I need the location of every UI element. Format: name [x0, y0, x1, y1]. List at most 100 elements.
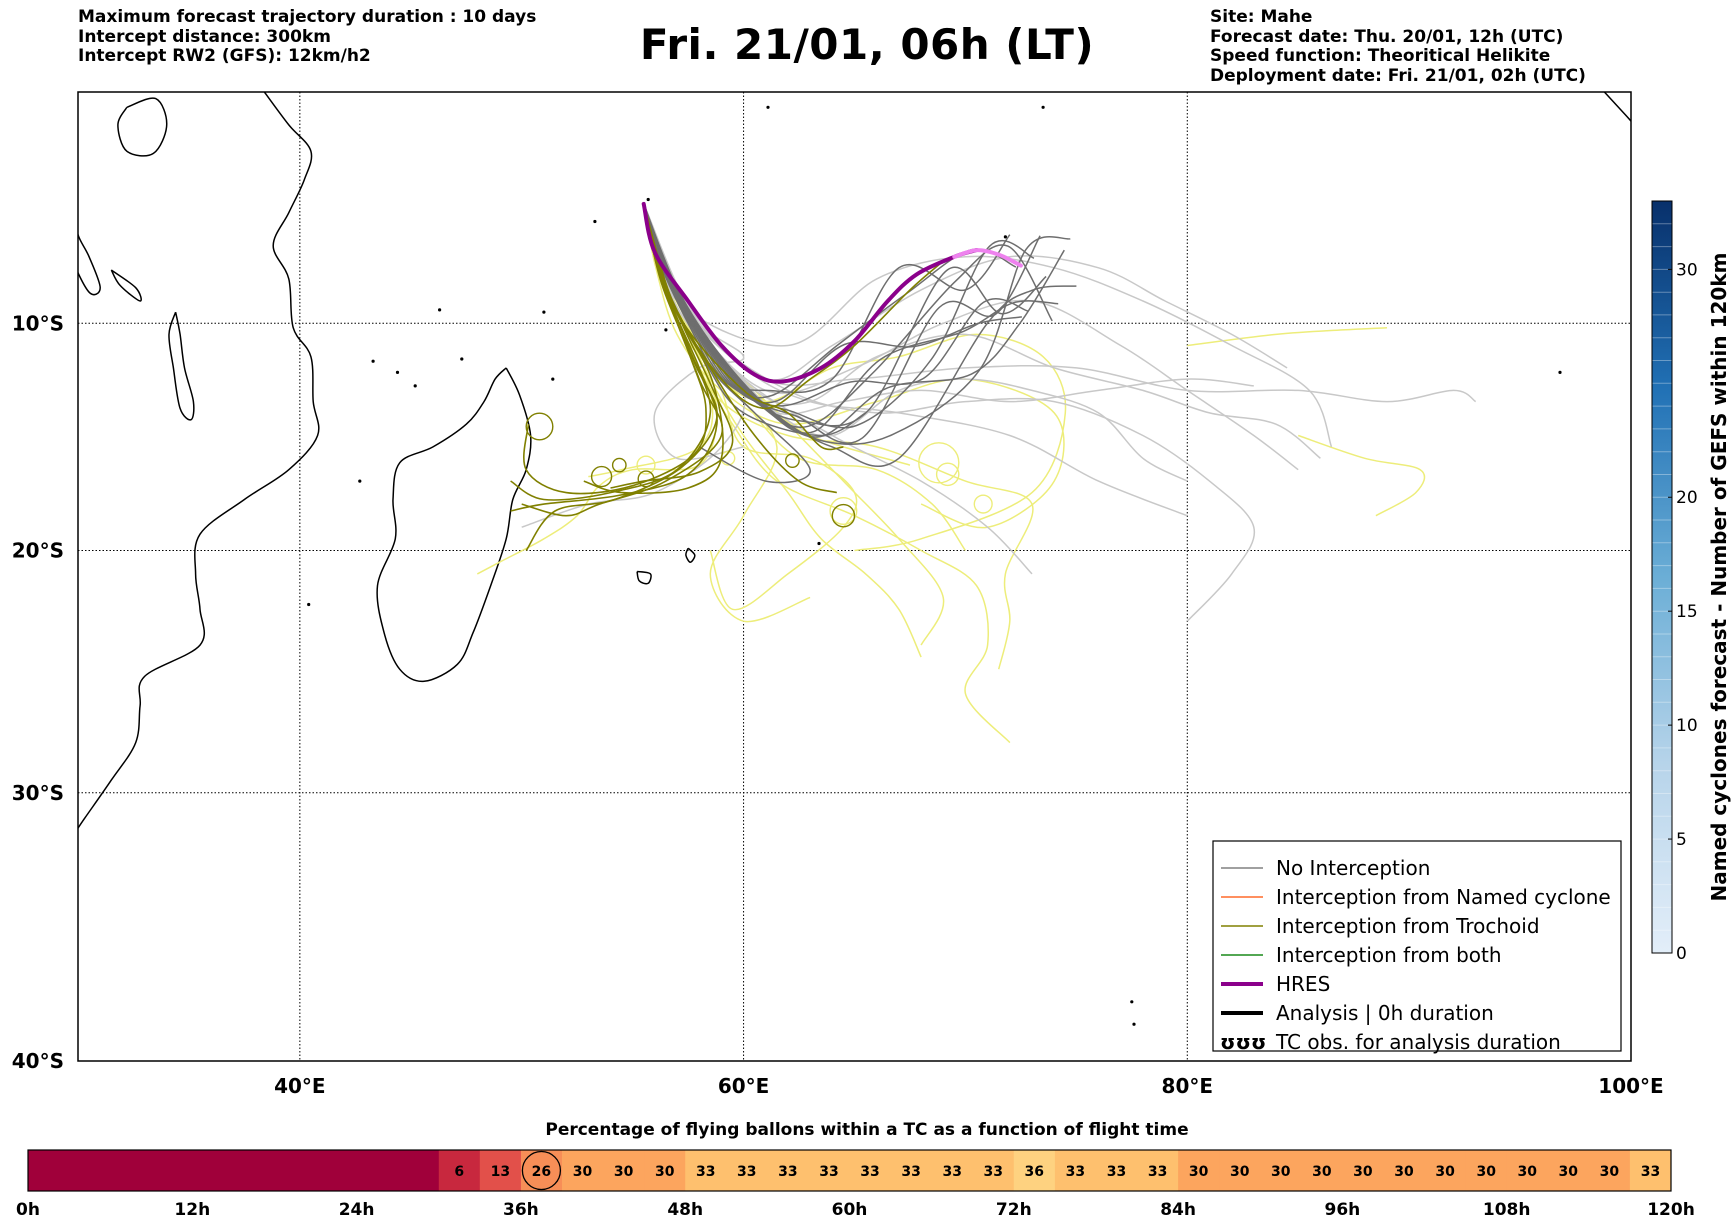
flight-bar-cell: 33 — [767, 1150, 809, 1191]
flight-bar-cell-fill — [562, 1150, 604, 1191]
legend-label: Interception from Trochoid — [1276, 914, 1540, 938]
header-line-forecast-date: Forecast date: Thu. 20/01, 12h (UTC) — [1210, 26, 1564, 47]
flight-bar-cell-value: 30 — [1189, 1164, 1209, 1180]
trochoid-loop — [785, 453, 800, 468]
flight-bar-frame — [27, 1149, 1672, 1192]
flight-bar-cell-fill — [890, 1150, 933, 1191]
flight-bar-cell-value: 26 — [532, 1164, 551, 1180]
island-dot — [593, 219, 597, 224]
island-dot — [1003, 235, 1008, 239]
coastline-sumatra — [1603, 92, 1631, 123]
flight-bar-cell-fill — [1547, 1150, 1590, 1191]
header-line-site: Site: Mahe — [1210, 7, 1313, 27]
flight-bar-cell-fill — [1054, 1150, 1097, 1191]
colorbar-ticks: 0 5 10 15 20 30 — [1668, 260, 1698, 964]
legend-item: Interception from Trochoid — [1221, 914, 1540, 938]
coastline-lake-kariba — [7, 472, 54, 504]
island-dot — [1558, 370, 1562, 374]
header-info-left: Maximum forecast trajectory duration : 1… — [78, 7, 536, 67]
flight-bar-highlight-circle — [521, 1150, 562, 1191]
flight-bar-cell-fill — [1588, 1150, 1631, 1191]
flight-bar-cell: 30 — [1424, 1150, 1467, 1191]
coastline-lake-tanganyika — [78, 231, 101, 296]
lon-tick-label: 100°E — [1598, 1074, 1663, 1098]
legend-box — [1212, 840, 1622, 1052]
flight-bar-cell-value: 33 — [942, 1164, 961, 1180]
flight-bar-title: Percentage of flying ballons within a TC… — [545, 1120, 1188, 1140]
colorbar-label: Named cyclones forecast - Number of GEFS… — [1707, 253, 1731, 902]
trochoid-loop-light — [636, 455, 656, 475]
legend-item: HRES — [1221, 972, 1330, 996]
flight-bar-cell-fill — [438, 1150, 481, 1191]
flight-bar-tick-label: 0h — [16, 1200, 40, 1220]
colorbar-frame — [1651, 200, 1673, 954]
legend-label: TC obs. for analysis duration — [1275, 1030, 1561, 1054]
colorbar-gradient — [1652, 201, 1672, 953]
flight-bar-cell: 33 — [808, 1150, 850, 1191]
flight-bar-cell-value: 33 — [778, 1164, 797, 1180]
flight-bar-cell-value: 33 — [984, 1164, 1003, 1180]
coastline-lake-rukwa — [110, 269, 142, 302]
island-dot — [413, 384, 417, 388]
header-line-intercept-distance: Intercept distance: 300km — [78, 26, 331, 47]
lon-tick-label: 40°E — [274, 1074, 326, 1098]
header-info-right: Site: Mahe Forecast date: Thu. 20/01, 12… — [1210, 7, 1586, 86]
coastline-lake-malawi — [168, 311, 195, 421]
flight-bar-cell: 33 — [726, 1150, 768, 1191]
flight-bar-cell-value: 33 — [1148, 1164, 1167, 1180]
lon-tick-label: 80°E — [1162, 1074, 1214, 1098]
legend: No Interception Interception from Named c… — [1212, 840, 1622, 1054]
island-dot — [1132, 1022, 1136, 1026]
flight-bar-cell-fill — [479, 1150, 522, 1191]
island-dot — [307, 602, 311, 607]
colorbar-steps — [1652, 223, 1672, 931]
flight-bar-cell-fill — [1178, 1150, 1220, 1191]
flight-bar-cell-fill — [1137, 1150, 1179, 1191]
trochoid-loop-light — [973, 494, 993, 514]
flight-bar-tick-label: 96h — [1325, 1200, 1361, 1220]
flight-bar-tick-label: 36h — [503, 1200, 539, 1220]
flight-bar-cell-fill — [1465, 1150, 1508, 1191]
flight-bar-cell-fill — [1629, 1150, 1672, 1191]
flight-bar-cell-value: 6 — [454, 1164, 464, 1180]
trajectories-dark — [510, 203, 1077, 551]
flight-bar-cell-value: 13 — [491, 1164, 510, 1180]
flight-bar-cell: 33 — [1054, 1150, 1097, 1191]
lat-tick-label: 20°S — [12, 538, 64, 562]
legend-label: HRES — [1276, 972, 1330, 996]
legend-label: Interception from both — [1276, 943, 1502, 967]
coastline-reunion — [636, 570, 652, 585]
flight-bar-cells: 6 13 26 30 30 30 33 33 33 33 33 33 33 33 36 33 33 33 30 30 3… — [28, 1150, 1672, 1191]
colorbar-tick-label: 30 — [1676, 260, 1698, 280]
flight-bar-cell-value: 30 — [573, 1164, 593, 1180]
flight-bar-tick-label: 24h — [339, 1200, 375, 1220]
latitude-tick-labels: 10°S 20°S 30°S 40°S — [12, 311, 64, 1073]
flight-bar-cell: 26 — [520, 1150, 563, 1191]
island-dot — [358, 479, 362, 483]
flight-bar-cell: 30 — [1547, 1150, 1590, 1191]
flight-bar-cell: 13 — [479, 1150, 522, 1191]
coastline-lake-victoria — [117, 97, 168, 157]
flight-bar-cell-fill — [1424, 1150, 1467, 1191]
flight-bar-tick-label: 60h — [832, 1200, 868, 1220]
flight-bar-cell-fill — [849, 1150, 892, 1191]
island-dot — [1041, 105, 1045, 109]
trajectory-trochoid — [525, 203, 718, 551]
colorbar-tick-label: 20 — [1676, 488, 1698, 508]
trajectory-trochoid-light — [642, 203, 1065, 529]
flight-bar-cell-fill — [726, 1150, 768, 1191]
flight-bar-cell-fill — [1301, 1150, 1343, 1191]
flight-bar-tick-label: 84h — [1160, 1200, 1196, 1220]
flight-bar-cell: 30 — [562, 1150, 604, 1191]
legend-item: Interception from both — [1221, 943, 1502, 967]
legend-item: ʊʊʊ TC obs. for analysis duration — [1220, 1030, 1561, 1054]
flight-bar-cell-value: 30 — [614, 1164, 634, 1180]
trajectory-trochoid — [642, 203, 838, 494]
legend-label: Analysis | 0h duration — [1276, 1001, 1494, 1025]
lat-tick-label: 30°S — [12, 781, 64, 805]
flight-bar-cell-value: 30 — [1476, 1164, 1496, 1180]
flight-bar-cell-value: 30 — [1517, 1164, 1537, 1180]
legend-glyph-icon: ʊʊʊ — [1220, 1030, 1266, 1054]
flight-bar-tick-label: 120h — [1647, 1200, 1695, 1220]
